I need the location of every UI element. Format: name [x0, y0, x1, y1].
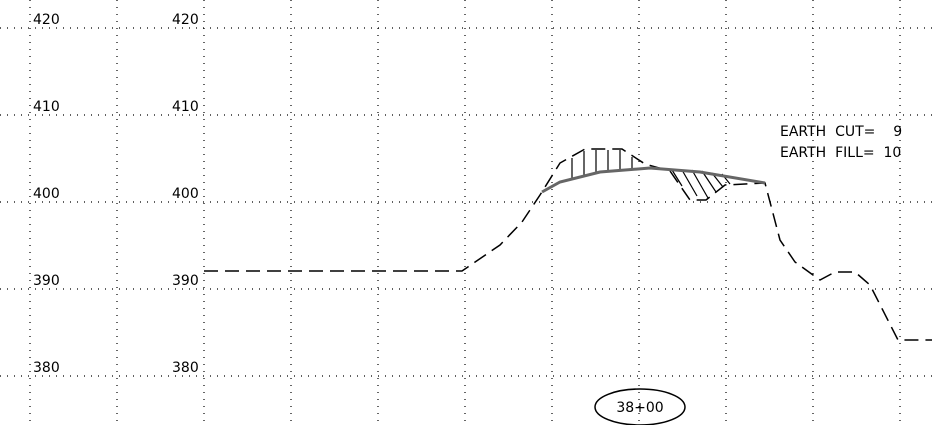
- elevation-label: 380: [172, 360, 199, 376]
- elevation-label: 420: [33, 12, 60, 28]
- elevation-label: 410: [172, 99, 199, 115]
- elevation-label: 400: [172, 186, 199, 202]
- elevation-label: 390: [172, 273, 199, 289]
- station-label: 38+00: [616, 400, 663, 416]
- elevation-label: 420: [172, 12, 199, 28]
- elevation-label: 380: [33, 360, 60, 376]
- elevation-label: 400: [33, 186, 60, 202]
- proposed-grade: [541, 166, 766, 194]
- elevation-label: 390: [33, 273, 60, 289]
- existing-ground: [204, 148, 932, 341]
- annotation: EARTH CUT= 9: [780, 124, 902, 140]
- cut-hatch: [571, 150, 633, 180]
- station-bubble: [594, 388, 686, 425]
- annotation: EARTH FILL= 10: [780, 145, 901, 161]
- elevation-label: 410: [33, 99, 60, 115]
